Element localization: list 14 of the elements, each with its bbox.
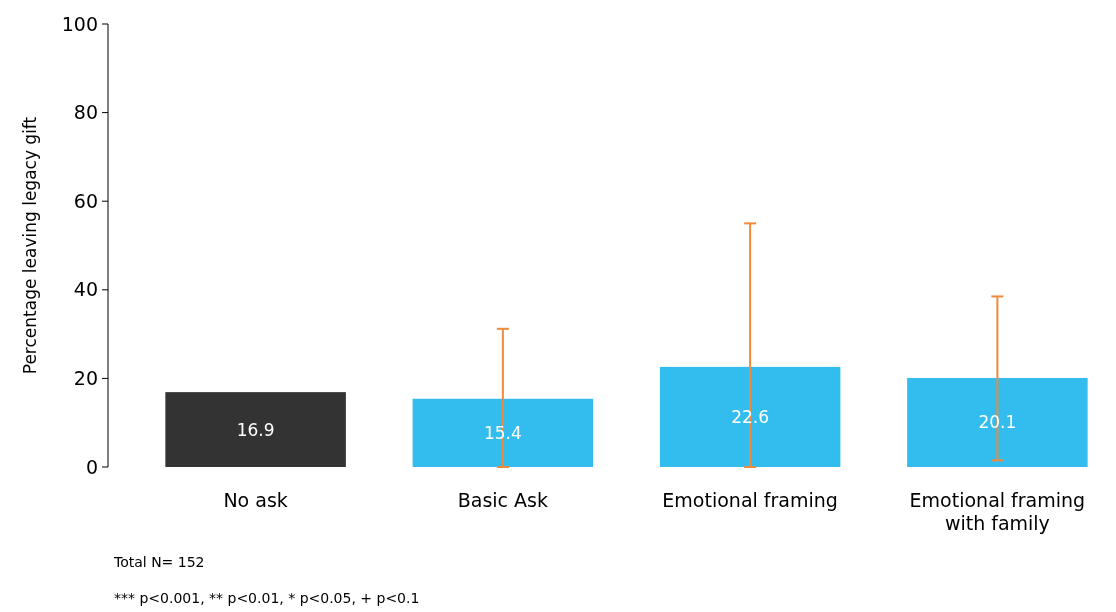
x-tick-label: No ask [223,489,288,511]
y-tick-label: 20 [73,367,98,390]
y-tick-label: 100 [61,12,98,35]
x-tick-label: Emotional framing with family [909,489,1086,534]
x-tick-label: Emotional framing [662,489,838,511]
data-label: 16.9 [236,419,275,440]
y-tick-label: 80 [73,101,98,124]
text: Total N= 152 [113,554,205,570]
y-tick-label: 0 [85,455,98,478]
text: *** p<0.001, ** p<0.01, * p<0.05, + p<0.1 [114,590,420,606]
x-tick-label: Basic Ask [457,489,548,511]
y-tick-label: 40 [73,278,98,301]
y-axis-title: Percentage leaving legacy gift [20,116,40,375]
y-tick-label: 60 [73,189,98,212]
